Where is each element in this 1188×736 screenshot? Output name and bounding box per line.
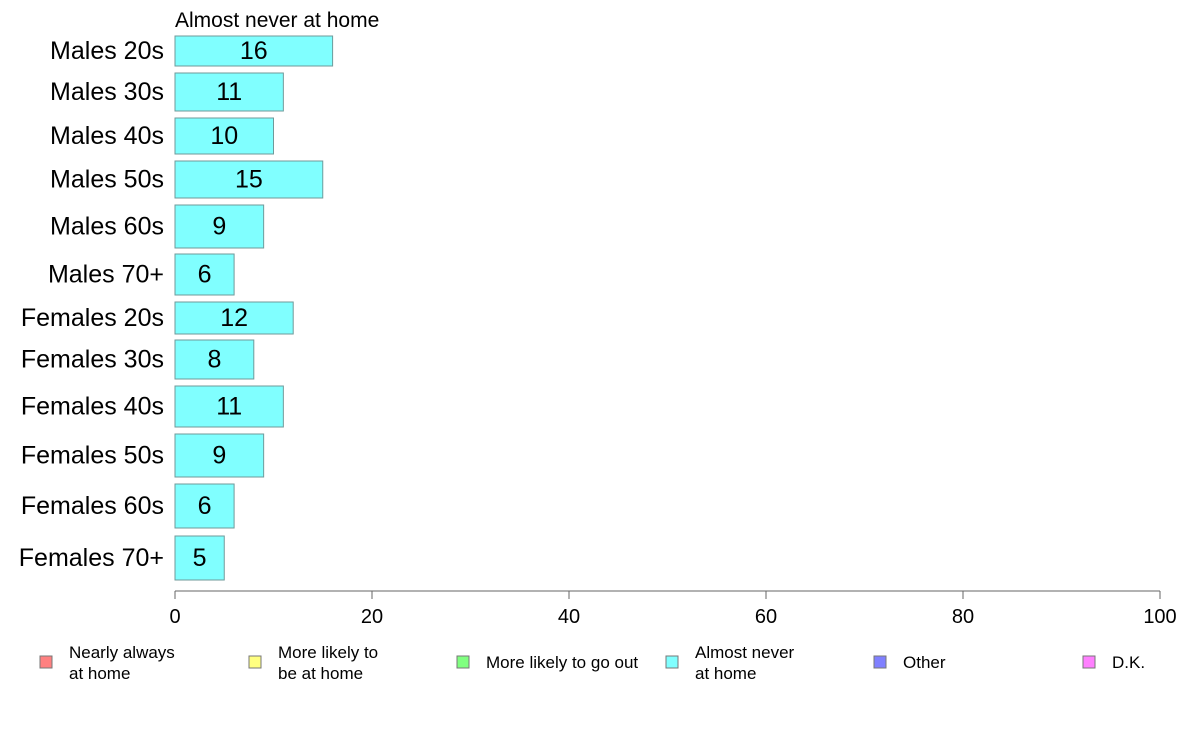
category-label: Females 70+: [19, 544, 164, 572]
bar: [174, 117, 274, 155]
value-label: 6: [198, 492, 212, 520]
legend-label: Other: [903, 653, 946, 672]
legend-label: Almost never: [695, 643, 795, 662]
category-label: Females 20s: [21, 304, 164, 332]
x-tick-label: 20: [361, 606, 383, 628]
x-tick-label: 0: [169, 606, 180, 628]
category-label: Males 30s: [50, 78, 164, 106]
legend-swatch: [1082, 655, 1096, 669]
bar: [174, 253, 235, 296]
x-tick-label: 100: [1143, 606, 1176, 628]
legend-swatch: [456, 655, 470, 669]
legend-label: More likely to go out: [486, 653, 638, 672]
category-label: Females 30s: [21, 346, 164, 374]
legend-item: Nearly always at home: [39, 643, 175, 683]
legend: Nearly always at home More likely to be at …: [39, 643, 1145, 683]
legend-label: at home: [695, 664, 756, 683]
legend-label: at home: [69, 664, 130, 683]
bar: [174, 339, 255, 380]
bar: [174, 535, 225, 581]
bar: [174, 204, 265, 249]
value-label: 8: [207, 346, 221, 374]
legend-swatch: [873, 655, 887, 669]
legend-swatch: [665, 655, 679, 669]
legend-label: be at home: [278, 664, 363, 683]
legend-item: More likely to go out: [456, 653, 638, 672]
value-label: 6: [198, 261, 212, 289]
category-label: Males 70+: [48, 261, 164, 289]
x-tick-label: 60: [755, 606, 777, 628]
value-label: 11: [216, 393, 242, 421]
x-axis: 0 20 40 60 80 100: [169, 590, 1177, 628]
x-tick-label: 40: [558, 606, 580, 628]
bar: [174, 160, 324, 199]
legend-label: Nearly always: [69, 643, 175, 662]
value-label: 5: [193, 544, 207, 572]
value-label: 9: [212, 213, 226, 241]
legend-label: D.K.: [1112, 653, 1145, 672]
value-label: 9: [212, 442, 226, 470]
bar: [174, 301, 294, 335]
value-label: 12: [220, 304, 248, 332]
category-label: Males 50s: [50, 166, 164, 194]
bar: [174, 35, 334, 67]
x-tick-label: 80: [952, 606, 974, 628]
category-label: Females 60s: [21, 492, 164, 520]
category-label: Males 60s: [50, 213, 164, 241]
category-label: Females 40s: [21, 393, 164, 421]
category-label: Males 40s: [50, 122, 164, 150]
bars-group: Males 20s 16 Males 30s 11 Males 40s 10 Males 5…: [19, 35, 334, 581]
legend-item: Almost never at home: [665, 643, 795, 683]
legend-swatch: [248, 655, 262, 669]
value-label: 16: [240, 37, 268, 65]
category-label: Females 50s: [21, 442, 164, 470]
bar: [174, 483, 235, 529]
bar: [174, 433, 265, 478]
bar: [174, 385, 284, 428]
value-label: 15: [235, 166, 263, 194]
legend-item: More likely to be at home: [248, 643, 378, 683]
legend-label: More likely to: [278, 643, 378, 662]
legend-item: Other: [873, 653, 946, 672]
legend-swatch: [39, 655, 53, 669]
value-label: 11: [216, 78, 242, 106]
value-label: 10: [210, 122, 238, 150]
panel-title: Almost never at home: [175, 9, 379, 32]
bar: [174, 72, 284, 112]
legend-item: D.K.: [1082, 653, 1145, 672]
category-label: Males 20s: [50, 37, 164, 65]
